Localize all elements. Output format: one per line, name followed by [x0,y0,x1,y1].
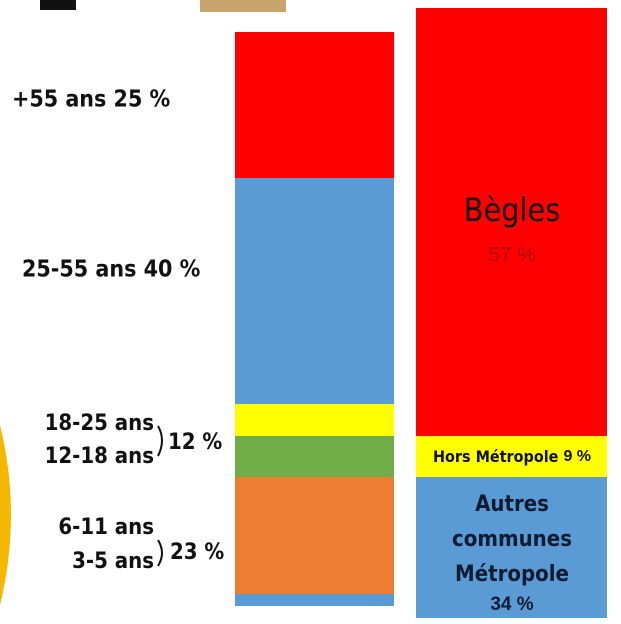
origin-share: 9 % [563,448,591,465]
segment [235,436,394,477]
origin-name: Hors Métropole [433,447,559,466]
segment [235,178,394,404]
age-label: 18-25 ans [45,411,154,436]
segment [416,477,607,618]
bracket [157,539,163,567]
origin-label: Hors Métropole 9 % [433,447,591,466]
age-label: 6-11 ans [58,515,154,540]
age-label: +55 ans 25 % [12,87,171,113]
origin-share: 34 % [490,594,533,615]
origin-name: Autres [475,492,549,517]
origin-bar [416,8,607,618]
segment [235,404,394,436]
origin-name: Bègles [464,191,560,229]
group-share: 12 % [168,430,222,455]
age-bar [235,32,394,606]
title-underline [200,0,286,12]
age-label: 25-55 ans 40 % [22,257,201,283]
circle-edge [0,425,11,605]
segment [416,8,607,436]
segment [235,477,394,594]
age-label: 3-5 ans [72,549,154,574]
group-share: 23 % [170,540,224,565]
title-fragment [40,0,76,10]
origin-share: 57 % [488,244,536,267]
segment [416,436,607,477]
bracket [157,425,163,457]
origin-name: communes [452,527,572,552]
age-label: 12-18 ans [45,444,154,469]
origin-name: Métropole [455,562,569,587]
segment [235,32,394,178]
segment [235,594,394,606]
